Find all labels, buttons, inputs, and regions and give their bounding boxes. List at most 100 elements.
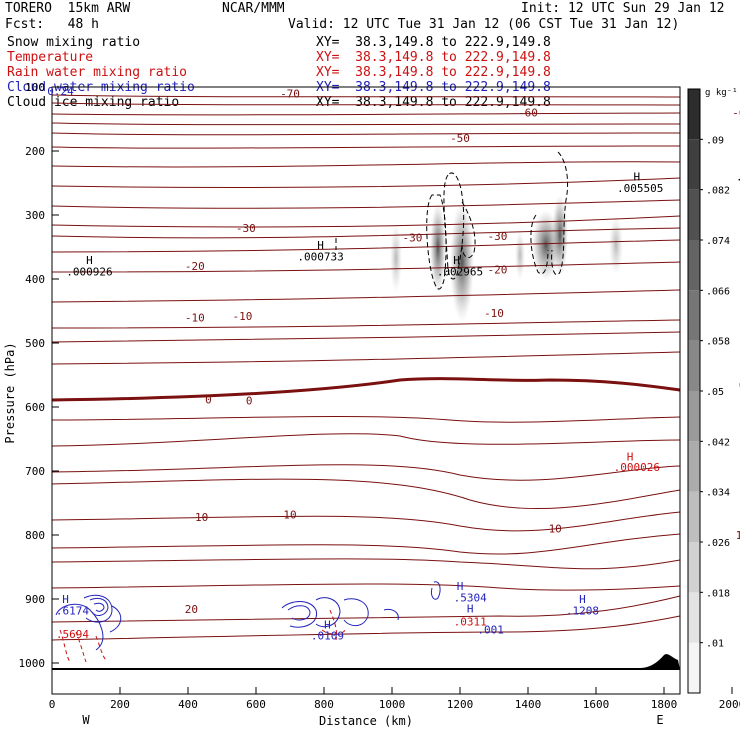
temperature-label: -60 (518, 107, 538, 120)
extrema-label: .005505 (617, 182, 663, 195)
extrema-label: .0109 (311, 629, 344, 642)
colorbar-segment (688, 340, 700, 391)
extrema-label: .6174 (56, 605, 89, 618)
temperature-label: 10 (736, 529, 740, 542)
colorbar: .01 .018 .026 .034 .042 .05 .058 .066 .074 .082 .0… (687, 88, 730, 694)
temperature-label: 0 (739, 379, 740, 392)
colorbar-segment (688, 240, 700, 291)
colorbar-tick-label: .09 (706, 135, 724, 146)
temperature-labels: -70-60-60-50-50-40-30-30-30-30-20-20-20-… (185, 87, 740, 616)
y-tick-label: 800 (25, 529, 45, 542)
field-label: Rain water mixing ratio (7, 65, 188, 80)
extrema-label: .1208 (566, 605, 599, 618)
cloud-water-contours (55, 581, 441, 651)
temperature-label: -10 (484, 307, 504, 320)
extrema-label: .5304 (454, 592, 487, 605)
colorbar-tick-label: .026 (706, 538, 730, 549)
extrema-label: .5694 (56, 628, 89, 641)
temperature-label: -10 (232, 310, 252, 323)
extrema-labels: H.000926H.000733H.002965H.005505H.007601… (47, 85, 740, 643)
extrema-label: .001 (477, 624, 504, 637)
zero-degree-isotherm (51, 377, 681, 402)
temperature-contours (51, 94, 681, 641)
colorbar-segment (688, 441, 700, 492)
colorbar-unit: g kg⁻¹ (705, 88, 738, 98)
x-tick-label: 400 (178, 698, 198, 711)
temperature-label: -10 (185, 311, 205, 324)
temperature-label: -30 (236, 222, 256, 235)
extrema-label: H (457, 580, 464, 593)
colorbar-segment (688, 89, 700, 140)
y-axis: 100 200 300 400 500 600 700 800 900 1000 (19, 81, 59, 670)
extrema-label: H (453, 254, 460, 267)
y-tick-label: 500 (25, 337, 45, 350)
colorbar-segment (688, 139, 700, 190)
colorbar-segment (688, 290, 700, 341)
temperature-label: -20 (185, 260, 205, 273)
rain-water-contours (59, 609, 347, 663)
x-tick-label: 1200 (447, 698, 474, 711)
init-time: Init: 12 UTC Sun 29 Jan 12 (521, 1, 725, 16)
colorbar-segment (688, 391, 700, 442)
model-title: TORERO 15km ARW (5, 1, 131, 16)
extrema-label: H (633, 171, 640, 184)
temperature-label: -30 (487, 230, 507, 243)
x-tick-label: 1400 (515, 698, 542, 711)
colorbar-tick-label: .018 (706, 588, 730, 599)
colorbar-tick-label: .066 (706, 286, 730, 297)
field-label: Snow mixing ratio (7, 35, 141, 50)
valid-time: Valid: 12 UTC Tue 31 Jan 12 (06 CST Tue … (288, 17, 680, 32)
snow-shading (390, 195, 623, 322)
extrema-label: .000926 (66, 265, 112, 278)
colorbar-tick-label: .058 (706, 337, 730, 348)
colorbar-tick-label: .034 (706, 488, 730, 499)
extrema-label: .000733 (297, 251, 343, 264)
west-label: W (82, 713, 90, 727)
x-tick-label: 800 (314, 698, 334, 711)
colorbar-tick-label: .074 (706, 236, 730, 247)
east-label: E (656, 713, 663, 727)
x-axis: 0200400600800100012001400160018002000220… (49, 687, 740, 711)
extrema-label: .007601 (736, 171, 740, 184)
colorbar-segment (688, 592, 700, 643)
extrema-label: H (467, 603, 474, 616)
x-tick-label: 1600 (583, 698, 610, 711)
x-tick-label: 1000 (379, 698, 406, 711)
extrema-label: .000026 (614, 461, 660, 474)
x-tick-label: 200 (110, 698, 130, 711)
field-label: Temperature (7, 50, 94, 65)
y-tick-label: 600 (25, 401, 45, 414)
temperature-label: 10 (283, 509, 296, 522)
field-xy: XY= 38.3,149.8 to 222.9,149.8 (316, 50, 551, 65)
cloud-ice-contours (335, 151, 569, 290)
extrema-label: H (627, 450, 634, 463)
center-title: NCAR/MMM (222, 1, 285, 16)
temperature-label: -70 (280, 87, 300, 100)
temperature-label: -60 (732, 107, 740, 120)
colorbar-tick-label: .042 (706, 437, 730, 448)
extrema-label: H (317, 239, 324, 252)
extrema-label: .002965 (437, 265, 483, 278)
field-label: Cloud ice mixing ratio (7, 95, 180, 110)
y-tick-label: 400 (25, 273, 45, 286)
x-tick-label: 1800 (651, 698, 678, 711)
field-xy: XY= 38.3,149.8 to 222.9,149.8 (316, 35, 551, 50)
x-tick-label: 2000 (719, 698, 740, 711)
temperature-label: -30 (402, 231, 422, 244)
x-axis-label: Distance (km) (319, 714, 413, 728)
y-tick-label: 700 (25, 465, 45, 478)
extrema-label: H (86, 254, 93, 267)
extrema-label: H (579, 593, 586, 606)
extrema-label: 0.24 (47, 85, 74, 98)
temperature-label: 20 (185, 603, 198, 616)
field-xy: XY= 38.3,149.8 to 222.9,149.8 (316, 65, 551, 80)
extrema-label: H (324, 619, 331, 632)
extrema-label: H (62, 593, 69, 606)
colorbar-segment (688, 542, 700, 593)
extrema-label: .0311 (454, 615, 487, 628)
temperature-label: 10 (195, 511, 208, 524)
plot-frame (51, 86, 681, 695)
field-xy: XY= 38.3,149.8 to 222.9,149.8 (316, 95, 551, 110)
y-tick-label: 1000 (19, 657, 46, 670)
temperature-label: 10 (549, 523, 562, 536)
